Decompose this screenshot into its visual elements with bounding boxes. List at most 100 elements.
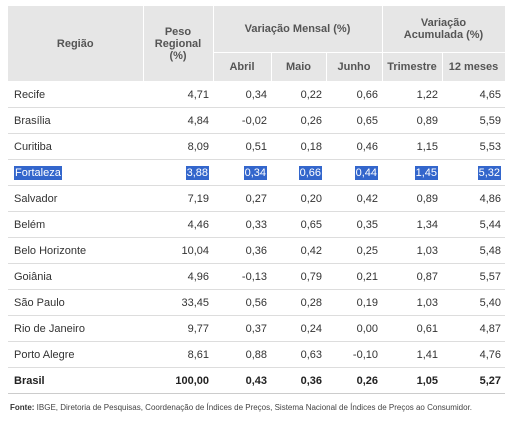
cell-regiao: São Paulo xyxy=(8,289,143,316)
cell-junho: 0,26 xyxy=(326,367,382,394)
cell-junho: 0,65 xyxy=(326,107,382,134)
cell-regiao: Recife xyxy=(8,81,143,108)
cell-regiao: Brasil xyxy=(8,367,143,394)
header-regiao: Região xyxy=(8,6,144,82)
cell-junho: 0,25 xyxy=(326,237,382,264)
cell-trimestre: 1,34 xyxy=(382,211,442,238)
cell-peso: 7,19 xyxy=(143,185,213,212)
cell-abril: 0,56 xyxy=(213,289,271,316)
selected-text: 3,88 xyxy=(185,165,209,180)
cell-trimestre: 1,41 xyxy=(382,341,442,368)
total-row: Brasil 100,00 0,43 0,36 0,26 1,05 5,27 xyxy=(8,367,506,394)
cell-abril: 0,34 xyxy=(213,81,271,108)
cell-peso: 4,71 xyxy=(143,81,213,108)
header-peso-regional: Peso Regional (%) xyxy=(143,6,214,82)
table-row: Porto Alegre 8,61 0,88 0,63 -0,10 1,41 4,76 xyxy=(8,341,506,368)
cell-maio: 0,28 xyxy=(271,289,326,316)
cell-regiao: Fortaleza xyxy=(8,159,143,186)
cell-junho: 0,35 xyxy=(326,211,382,238)
table-row: São Paulo 33,45 0,56 0,28 0,19 1,03 5,40 xyxy=(8,289,506,316)
cell-peso: 4,84 xyxy=(143,107,213,134)
cell-abril: 0,37 xyxy=(213,315,271,342)
header-maio: Maio xyxy=(271,52,327,82)
cell-abril: 0,27 xyxy=(213,185,271,212)
cell-peso: 8,09 xyxy=(143,133,213,160)
cell-junho: 0,21 xyxy=(326,263,382,290)
cell-regiao: Goiânia xyxy=(8,263,143,290)
header-variacao-mensal: Variação Mensal (%) xyxy=(213,6,383,53)
cell-abril: -0,13 xyxy=(213,263,271,290)
source-note: Fonte: IBGE, Diretoria de Pesquisas, Coo… xyxy=(10,401,480,415)
cell-peso: 9,77 xyxy=(143,315,213,342)
cell-junho: 0,00 xyxy=(326,315,382,342)
table-row: Recife 4,71 0,34 0,22 0,66 1,22 4,65 xyxy=(8,81,506,108)
cell-regiao: Belo Horizonte xyxy=(8,237,143,264)
price-index-table: Região Peso Regional (%) Variação Mensal… xyxy=(8,6,506,394)
selected-text: 1,45 xyxy=(414,165,438,180)
cell-maio: 0,42 xyxy=(271,237,326,264)
table-row: Goiânia 4,96 -0,13 0,79 0,21 0,87 5,57 xyxy=(8,263,506,290)
cell-regiao: Brasília xyxy=(8,107,143,134)
cell-maio: 0,66 xyxy=(271,159,326,186)
selected-text: 0,44 xyxy=(354,165,378,180)
cell-junho: 0,42 xyxy=(326,185,382,212)
cell-maio: 0,36 xyxy=(271,367,326,394)
cell-12-meses: 5,27 xyxy=(442,367,506,394)
cell-abril: 0,33 xyxy=(213,211,271,238)
header-trimestre: Trimestre xyxy=(382,52,443,82)
cell-maio: 0,79 xyxy=(271,263,326,290)
cell-abril: 0,34 xyxy=(213,159,271,186)
cell-peso: 3,88 xyxy=(143,159,213,186)
cell-regiao: Belém xyxy=(8,211,143,238)
cell-12-meses: 5,53 xyxy=(442,133,506,160)
cell-maio: 0,65 xyxy=(271,211,326,238)
cell-12-meses: 5,57 xyxy=(442,263,506,290)
cell-regiao: Rio de Janeiro xyxy=(8,315,143,342)
cell-12-meses: 4,86 xyxy=(442,185,506,212)
cell-peso: 10,04 xyxy=(143,237,213,264)
cell-junho: 0,46 xyxy=(326,133,382,160)
cell-12-meses: 4,65 xyxy=(442,81,506,108)
cell-12-meses: 5,59 xyxy=(442,107,506,134)
cell-peso: 33,45 xyxy=(143,289,213,316)
header-abril: Abril xyxy=(213,52,272,82)
cell-peso: 4,46 xyxy=(143,211,213,238)
cell-12-meses: 5,40 xyxy=(442,289,506,316)
header-junho: Junho xyxy=(326,52,383,82)
table-body: Recife 4,71 0,34 0,22 0,66 1,22 4,65 Brasília 4,… xyxy=(8,81,506,394)
selected-text: 5,32 xyxy=(477,165,502,180)
cell-regiao: Curitiba xyxy=(8,133,143,160)
selected-text: 0,34 xyxy=(243,165,267,180)
table-row: Rio de Janeiro 9,77 0,37 0,24 0,00 0,61 4,87 xyxy=(8,315,506,342)
cell-trimestre: 1,15 xyxy=(382,133,442,160)
cell-junho: 0,19 xyxy=(326,289,382,316)
cell-maio: 0,24 xyxy=(271,315,326,342)
cell-12-meses: 4,87 xyxy=(442,315,506,342)
cell-maio: 0,26 xyxy=(271,107,326,134)
cell-abril: -0,02 xyxy=(213,107,271,134)
cell-12-meses: 5,44 xyxy=(442,211,506,238)
cell-trimestre: 1,22 xyxy=(382,81,442,108)
cell-trimestre: 0,89 xyxy=(382,107,442,134)
cell-junho: 0,66 xyxy=(326,81,382,108)
cell-trimestre: 1,03 xyxy=(382,289,442,316)
cell-peso: 100,00 xyxy=(143,367,213,394)
cell-maio: 0,22 xyxy=(271,81,326,108)
table-row: Belém 4,46 0,33 0,65 0,35 1,34 5,44 xyxy=(8,211,506,238)
table-row: Brasília 4,84 -0,02 0,26 0,65 0,89 5,59 xyxy=(8,107,506,134)
cell-trimestre: 0,89 xyxy=(382,185,442,212)
cell-maio: 0,63 xyxy=(271,341,326,368)
header-12-meses: 12 meses xyxy=(442,52,506,82)
cell-maio: 0,18 xyxy=(271,133,326,160)
cell-12-meses: 5,48 xyxy=(442,237,506,264)
selected-text: 0,66 xyxy=(298,165,322,180)
cell-trimestre: 1,45 xyxy=(382,159,442,186)
table-row: Salvador 7,19 0,27 0,20 0,42 0,89 4,86 xyxy=(8,185,506,212)
cell-regiao: Porto Alegre xyxy=(8,341,143,368)
cell-abril: 0,36 xyxy=(213,237,271,264)
cell-abril: 0,51 xyxy=(213,133,271,160)
cell-abril: 0,88 xyxy=(213,341,271,368)
cell-peso: 4,96 xyxy=(143,263,213,290)
cell-12-meses: 5,32 xyxy=(442,159,506,186)
cell-trimestre: 1,05 xyxy=(382,367,442,394)
